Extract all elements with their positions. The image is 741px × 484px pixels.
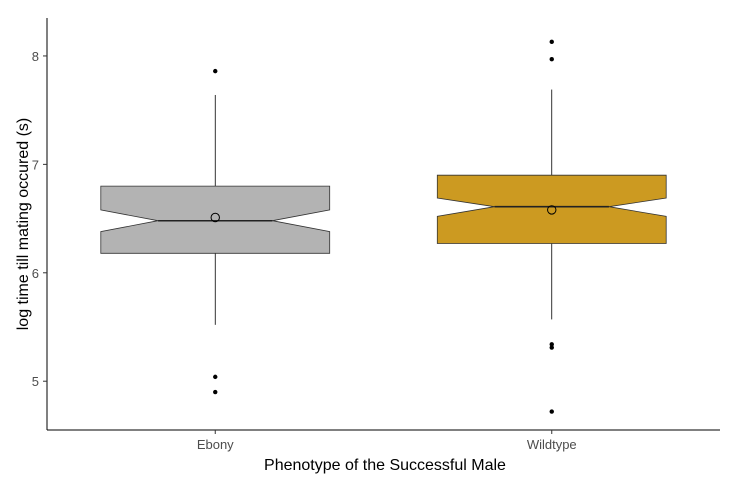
outlier-point — [549, 345, 554, 350]
x-tick-label: Ebony — [197, 437, 234, 452]
notched-box — [100, 185, 331, 254]
x-axis-ticks: Ebony Wildtype — [197, 430, 577, 452]
y-axis-ticks: 5 6 7 8 — [32, 49, 47, 389]
outlier-point — [213, 68, 218, 74]
outlier-point — [213, 389, 218, 395]
outlier-point — [549, 39, 554, 45]
y-tick-label: 7 — [32, 157, 39, 172]
outlier-point — [549, 57, 554, 62]
axes — [46, 18, 720, 431]
x-tick-label: Wildtype — [527, 437, 577, 452]
y-tick-label: 6 — [32, 266, 39, 281]
y-tick-label: 8 — [32, 49, 39, 64]
mean-point — [210, 212, 220, 223]
outlier-point — [549, 409, 554, 414]
mean-point — [547, 205, 557, 215]
y-axis-title: log time till mating occured (s) — [15, 118, 32, 331]
x-axis-title: Phenotype of the Successful Male — [264, 457, 506, 474]
plot-area — [100, 39, 667, 414]
outlier-point — [213, 374, 218, 380]
box-ebony — [100, 68, 331, 395]
outlier-point — [549, 342, 554, 347]
notched-box — [436, 174, 667, 244]
y-tick-label: 5 — [32, 374, 39, 389]
box-wildtype — [436, 39, 667, 414]
